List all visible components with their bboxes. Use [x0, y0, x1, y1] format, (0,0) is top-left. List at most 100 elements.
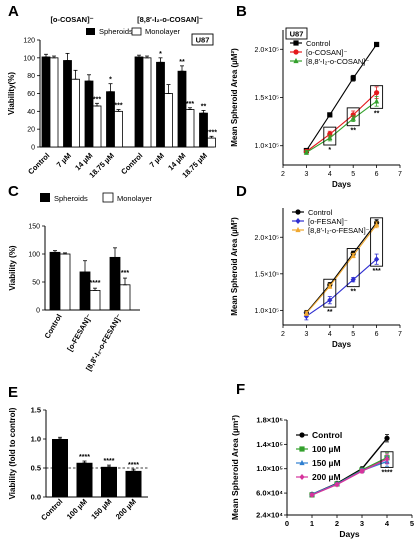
spheroids-bar: [156, 61, 165, 148]
x-tick-label: 3: [360, 519, 364, 528]
significance-label: **: [201, 103, 207, 110]
legend-label: Control: [308, 208, 333, 217]
panel-e: E Viability (fold to control) 0.0 0.5 1.0 1.5…: [8, 384, 148, 522]
y-tick-label: 6.0×10⁴: [256, 489, 283, 498]
spheroids-bar: [49, 251, 61, 311]
y-tick-label: 60: [27, 91, 35, 98]
legend-label: 100 µM: [312, 444, 341, 454]
spheroids-bar: [106, 91, 115, 148]
y-axis-label: Mean Spheroid Area (µM²): [230, 217, 239, 316]
legend-swatch-monolayer: [131, 27, 142, 36]
x-tick-label: Control: [43, 313, 64, 341]
data-point: [327, 112, 333, 118]
x-tick-label: 7: [398, 171, 402, 178]
legend-label: [o-FESAN]⁻: [308, 217, 348, 226]
legend-marker: [295, 218, 301, 224]
legend-swatch-spheroids: [40, 193, 50, 202]
x-tick-label: 100 µM: [65, 497, 89, 521]
data-point: [303, 310, 309, 316]
x-tick-label: 5: [410, 519, 414, 528]
bar: [76, 462, 93, 497]
spheroids-bar: [63, 60, 72, 148]
x-tick-label: 200 µM: [114, 497, 138, 521]
y-axis-label: Viability(%): [7, 72, 16, 115]
significance-box: [370, 85, 384, 109]
legend-marker: [295, 226, 301, 233]
y-axis-label: Viability (%): [8, 245, 17, 291]
panel-letter-d: D: [236, 183, 247, 200]
panel-d: D 1.0×10⁵ 1.5×10⁵ 2.0×10⁵ 2 3 4 5 6 7 Days Mean Sph…: [230, 183, 402, 349]
y-tick-label: 80: [27, 73, 35, 80]
x-tick-label: 6: [375, 331, 379, 338]
y-tick-label: 120: [23, 38, 35, 45]
legend-marker: [299, 432, 305, 438]
significance-label: **: [327, 309, 333, 316]
panel-letter-b: B: [236, 3, 247, 20]
panel-c: C Viability (%) 0 50 100 150 Spheroids Monolaye…: [8, 183, 153, 373]
significance-label: ****: [90, 280, 101, 287]
x-tick-label: 7 µM: [55, 151, 73, 169]
y-tick-label: 150: [28, 224, 40, 231]
legend-marker: [299, 459, 305, 466]
legend-label: 150 µM: [312, 458, 341, 468]
significance-label: **: [179, 59, 185, 66]
y-tick-label: 40: [27, 109, 35, 116]
monolayer-bar: [89, 289, 101, 311]
y-tick-label: 2.4×10⁴: [256, 511, 283, 520]
data-point: [327, 283, 333, 289]
x-tick-label: 7: [398, 331, 402, 338]
data-point: [303, 313, 309, 320]
series-line: [311, 458, 388, 496]
data-point: [384, 435, 390, 441]
significance-label: ***: [114, 103, 122, 110]
y-tick-label: 1.0: [31, 435, 41, 444]
x-tick-label: 150 µM: [89, 497, 113, 521]
significance-box: [323, 278, 337, 308]
monolayer-bar: [71, 78, 80, 148]
y-tick-label: 2.0×10⁵: [254, 47, 279, 54]
significance-label: ***: [121, 270, 129, 277]
significance-box: [346, 248, 360, 288]
series-line: [306, 258, 377, 317]
x-tick-label: 2: [281, 171, 285, 178]
data-point: [309, 491, 315, 498]
panel-letter-a: A: [8, 3, 19, 20]
significance-label: ***: [186, 101, 194, 108]
data-point: [374, 98, 380, 104]
x-tick-label: 4: [328, 331, 332, 338]
label-box: [191, 33, 214, 46]
legend-swatch-spheroids: [86, 28, 95, 35]
legend-label: [8,8′-I₂-o-COSAN]⁻: [306, 57, 369, 66]
monolayer-bar: [119, 284, 131, 311]
legend-marker: [293, 57, 299, 64]
significance-label: ****: [206, 129, 217, 136]
y-axis-label: Mean Spheroid Area (µm²): [230, 415, 240, 520]
legend-label: Spheroids: [99, 27, 133, 36]
data-point: [374, 256, 380, 263]
data-point: [350, 276, 356, 283]
y-tick-label: 1.4×10⁵: [256, 440, 283, 449]
y-tick-label: 1.5×10⁵: [254, 95, 279, 102]
x-tick-label: Control: [119, 151, 144, 176]
legend-marker: [293, 49, 299, 55]
x-tick-label: 5: [351, 171, 355, 178]
significance-label: *: [159, 51, 162, 58]
x-tick-label: 0: [285, 519, 289, 528]
x-tick-label: 2: [281, 331, 285, 338]
series-line: [306, 100, 377, 153]
y-tick-label: 0: [31, 145, 35, 152]
legend-label: 200 µM: [312, 472, 341, 482]
data-point: [384, 455, 390, 462]
x-axis-label: Days: [332, 180, 352, 189]
panel-a: A Viability(%) 0 20 40 60 80 100 120 [o-COSAN]⁻ [8…: [7, 3, 217, 180]
significance-label: ***: [93, 96, 101, 103]
legend-label: Monolayer: [117, 194, 153, 203]
legend-label: [8,8′-I₂-o-FESAN]⁻: [308, 226, 370, 235]
label-box-text: U87: [196, 36, 210, 45]
label-box-text: U87: [290, 30, 304, 39]
significance-label: ***: [373, 268, 381, 275]
y-tick-label: 1.0×10⁵: [254, 143, 279, 150]
monolayer-bar: [114, 110, 123, 148]
x-tick-label: 6: [375, 171, 379, 178]
legend-marker: [295, 209, 301, 215]
